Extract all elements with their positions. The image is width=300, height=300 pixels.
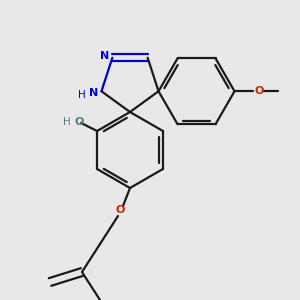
Text: O: O [74, 117, 84, 127]
Text: O: O [255, 86, 264, 96]
Text: H: H [78, 90, 85, 100]
Text: O: O [115, 205, 125, 215]
Text: N: N [100, 51, 109, 61]
Text: H: H [63, 117, 71, 127]
Text: N: N [89, 88, 98, 98]
